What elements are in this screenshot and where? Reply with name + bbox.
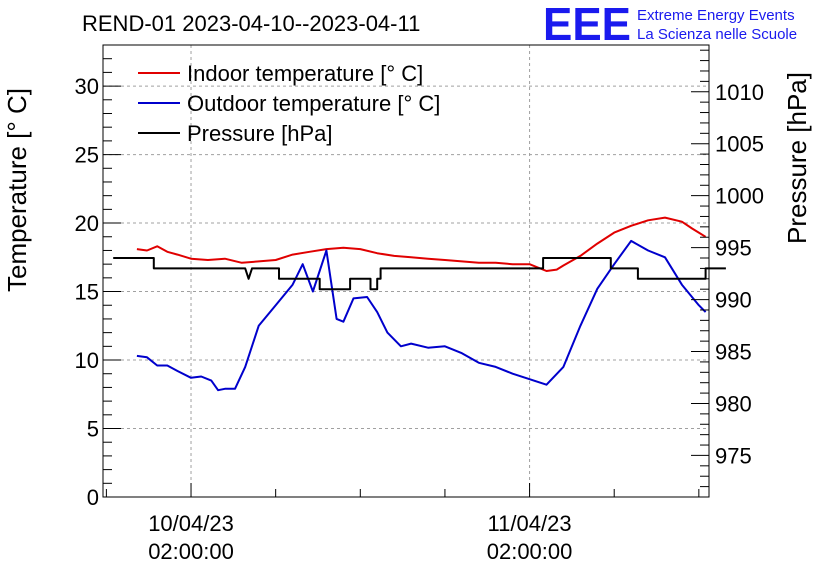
- y-tick-label: 0: [87, 485, 99, 510]
- y-tick-label: 25: [75, 143, 99, 168]
- y2-tick-label: 995: [715, 236, 752, 261]
- logo-line2: La Scienza nelle Scuole: [637, 26, 797, 43]
- legend-label: Outdoor temperature [° C]: [187, 91, 440, 116]
- legend-label: Indoor temperature [° C]: [187, 61, 423, 86]
- x-tick-time: 02:00:00: [148, 539, 234, 564]
- y2-tick-label: 990: [715, 288, 752, 313]
- y-tick-label: 15: [75, 280, 99, 305]
- plot-frame: [102, 44, 710, 498]
- y2-tick-label: 1000: [715, 184, 764, 209]
- logo-line1: Extreme Energy Events: [637, 7, 795, 24]
- y-tick-label: 20: [75, 211, 99, 236]
- y-axis-label: Temperature [° C]: [2, 88, 32, 292]
- indoor-temperature-line: [136, 216, 707, 272]
- eee-logo: EEE Extreme Energy Events La Scienza nel…: [543, 0, 797, 50]
- grid: [103, 45, 709, 497]
- outdoor-temperature-line: [136, 239, 707, 392]
- x-tick-date: 10/04/23: [148, 511, 234, 536]
- y-tick-label: 10: [75, 348, 99, 373]
- x-tick-date: 11/04/23: [488, 511, 572, 536]
- axis-ticks: 0 5 10 15 20 25 30 975 980 985 990 995 1000 1005 1010 1…: [75, 44, 764, 564]
- y-tick-label: 5: [87, 417, 99, 442]
- legend: Indoor temperature [° C] Outdoor temperat…: [138, 61, 440, 146]
- series-lines: [113, 216, 726, 392]
- chart-title: REND-01 2023-04-10--2023-04-11: [82, 11, 420, 36]
- y2-tick-label: 1005: [715, 132, 764, 157]
- y2-tick-label: 975: [715, 443, 752, 468]
- y2-axis-label: Pressure [hPa]: [782, 72, 812, 244]
- pressure-line: [113, 257, 726, 291]
- y2-tick-label: 1010: [715, 80, 764, 105]
- y2-tick-label: 985: [715, 340, 752, 365]
- legend-label: Pressure [hPa]: [187, 121, 333, 146]
- x-tick-time: 02:00:00: [487, 539, 573, 564]
- y2-tick-label: 980: [715, 391, 752, 416]
- y-tick-label: 30: [75, 74, 99, 99]
- logo-mark: EEE: [543, 0, 631, 50]
